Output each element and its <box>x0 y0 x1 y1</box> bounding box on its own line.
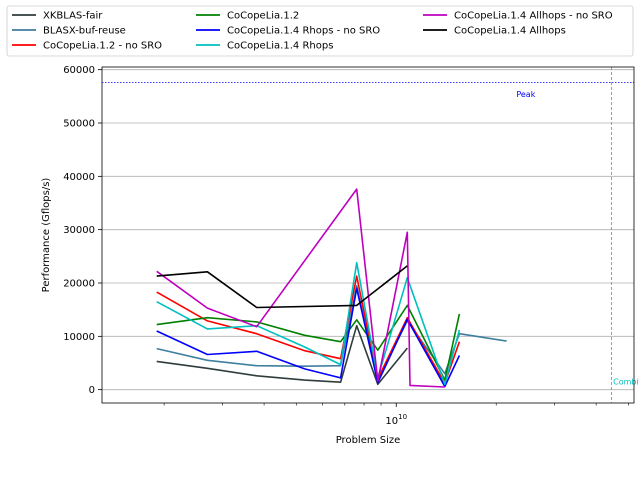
legend: XKBLAS-fair BLASX-buf-reuse CoCopeLia.1.2 … <box>6 5 634 57</box>
x-axis-label: Problem Size <box>336 435 401 446</box>
y-tick-label: 20000 <box>63 279 95 290</box>
legend-label-4: CoCopeLia.1.4 Rhops - no SRO <box>227 26 380 37</box>
axes-frame <box>101 66 635 404</box>
y-tick-label: 30000 <box>63 225 95 236</box>
series-line-5 <box>156 261 461 386</box>
y-tick-label: 0 <box>89 385 95 396</box>
legend-label-1: BLASX-buf-reuse <box>43 26 126 37</box>
y-axis-label: Performance (Gflops/s) <box>41 178 52 293</box>
legend-label-3: CoCopeLia.1.2 <box>227 11 299 22</box>
legend-label-5: CoCopeLia.1.4 Rhops <box>227 41 333 52</box>
series-line-4 <box>156 287 461 388</box>
annotation-1: Combi <box>613 377 639 386</box>
legend-label-0: XKBLAS-fair <box>43 11 103 22</box>
y-tick-label: 50000 <box>63 119 95 130</box>
series-line-0 <box>156 324 408 386</box>
legend-label-2: CoCopeLia.1.2 - no SRO <box>43 41 162 52</box>
series-line-7 <box>156 265 408 309</box>
y-tick-label: 10000 <box>63 332 95 343</box>
series-line-6 <box>156 188 445 388</box>
legend-box <box>6 5 634 57</box>
plot-area: 0 10000 20000 30000 40000 50000 60000 1010 Peak C… <box>63 65 639 427</box>
legend-label-6: CoCopeLia.1.4 Allhops - no SRO <box>454 11 613 22</box>
y-tick-label: 40000 <box>63 172 95 183</box>
annotation-0: Peak <box>516 90 535 99</box>
y-tick-label: 60000 <box>63 65 95 76</box>
x-tick-label: 1010 <box>385 413 407 427</box>
series-line-3 <box>156 304 461 381</box>
legend-label-7: CoCopeLia.1.4 Allhops <box>454 26 566 37</box>
series-group <box>156 188 507 388</box>
